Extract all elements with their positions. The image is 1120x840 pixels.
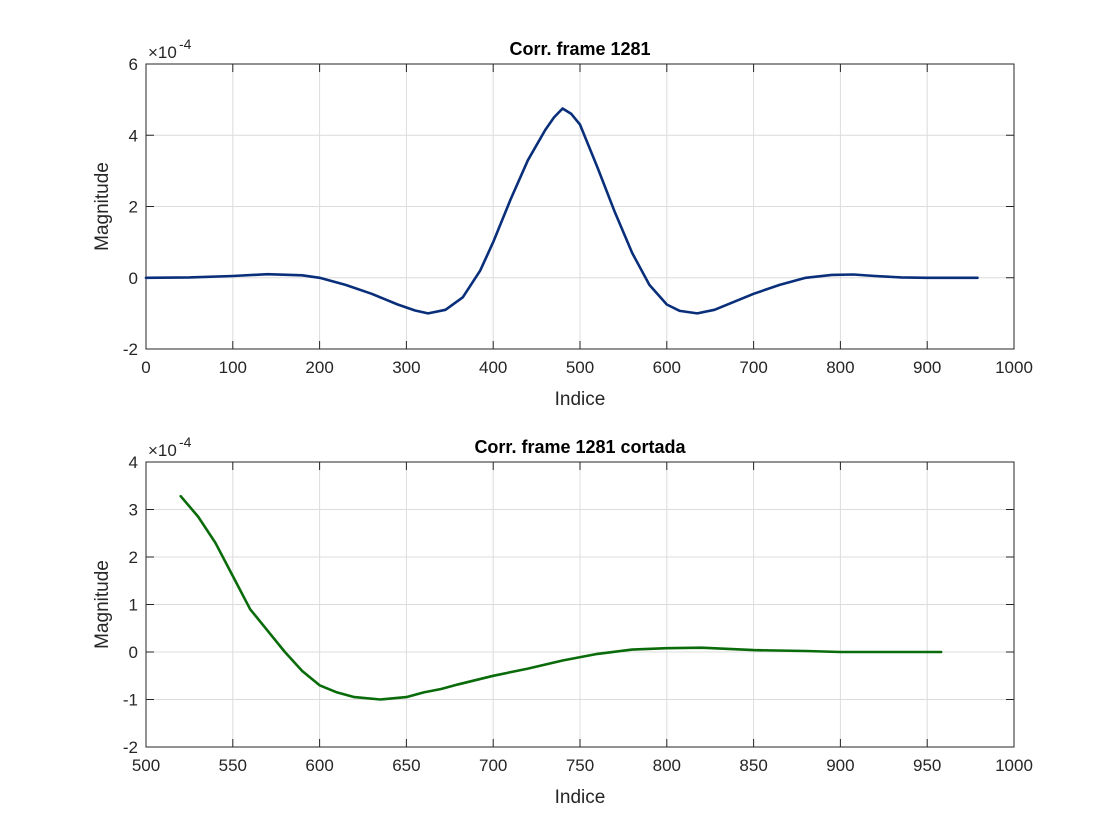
x-tick-label: 500	[566, 358, 594, 377]
x-tick-label: 900	[913, 358, 941, 377]
y-axis-label: Magnitude	[92, 560, 113, 649]
x-tick-label: 550	[219, 756, 247, 775]
y-tick-label: -2	[123, 738, 138, 757]
x-tick-label: 100	[219, 358, 247, 377]
x-tick-label: 700	[479, 756, 507, 775]
chart-title: Corr. frame 1281 cortada	[474, 437, 686, 457]
x-tick-label: 300	[392, 358, 420, 377]
y-tick-label: 6	[129, 55, 138, 74]
x-tick-label: 800	[826, 358, 854, 377]
x-tick-label: 900	[826, 756, 854, 775]
x-tick-label: 700	[739, 358, 767, 377]
x-axis-label: Indice	[555, 787, 606, 808]
x-tick-label: 1000	[995, 358, 1033, 377]
exponent-power: -4	[179, 36, 192, 52]
series-line	[179, 494, 943, 701]
y-tick-label: 2	[129, 198, 138, 217]
x-tick-label: 750	[566, 756, 594, 775]
x-tick-label: 600	[653, 358, 681, 377]
x-tick-label: 650	[392, 756, 420, 775]
chart-title: Corr. frame 1281	[509, 39, 650, 59]
y-tick-label: 1	[129, 596, 138, 615]
y-tick-label: 3	[129, 501, 138, 520]
x-axis-label: Indice	[555, 389, 606, 410]
y-tick-label: 4	[129, 126, 138, 145]
series-line	[144, 107, 979, 315]
x-tick-label: 200	[305, 358, 333, 377]
y-tick-label: 0	[129, 269, 138, 288]
y-axis-label: Magnitude	[92, 162, 113, 251]
exponent-power: -4	[179, 434, 192, 450]
top-chart: 0 100 200 300 400 500 600 700 800 900 1000-20246Co…	[92, 36, 1033, 410]
x-tick-label: 950	[913, 756, 941, 775]
y-tick-label: 2	[129, 548, 138, 567]
axes-frame	[145, 63, 1015, 350]
exponent-label: ×10	[148, 43, 177, 62]
x-tick-label: 850	[739, 756, 767, 775]
axes-frame	[145, 461, 1015, 748]
x-tick-label: 800	[653, 756, 681, 775]
x-tick-label: 500	[132, 756, 160, 775]
x-tick-label: 1000	[995, 756, 1033, 775]
y-tick-label: -2	[123, 340, 138, 359]
bottom-chart: 500 550 600 650 700 750 800 850 900 950 1000 -2 -1 0 1…	[92, 434, 1033, 808]
exponent-label: ×10	[148, 441, 177, 460]
x-tick-label: 400	[479, 358, 507, 377]
y-tick-label: -1	[123, 691, 138, 710]
y-tick-label: 4	[129, 453, 138, 472]
x-tick-label: 0	[141, 358, 150, 377]
x-tick-label: 600	[305, 756, 333, 775]
y-tick-label: 0	[129, 643, 138, 662]
